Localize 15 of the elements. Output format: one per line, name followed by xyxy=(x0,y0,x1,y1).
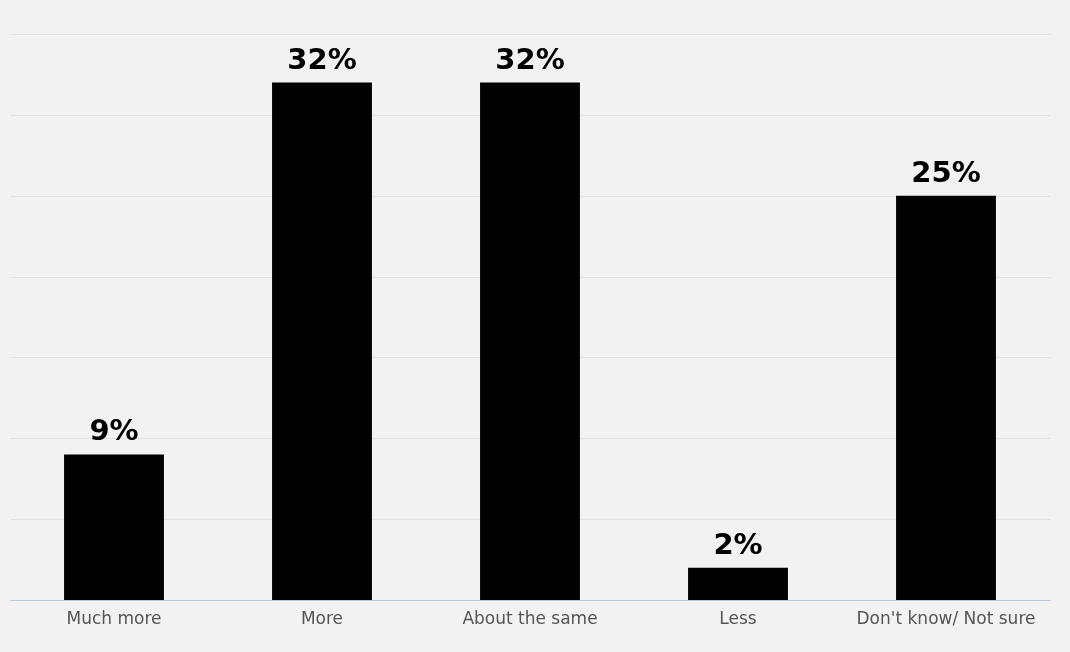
data-label: 32% xyxy=(495,41,565,76)
bar xyxy=(896,195,996,600)
data-label: 32% xyxy=(287,41,357,76)
x-tick-label: More xyxy=(300,607,344,628)
bar xyxy=(480,82,580,600)
bar xyxy=(64,454,164,600)
x-tick-label: About the same xyxy=(462,607,598,628)
data-label: 9% xyxy=(89,413,139,448)
bar xyxy=(688,567,788,600)
bar xyxy=(272,82,372,600)
x-tick-label: Much more xyxy=(66,607,162,628)
x-tick-label: Less xyxy=(719,607,757,628)
data-label: 25% xyxy=(911,154,981,189)
data-label: 2% xyxy=(713,526,763,561)
x-tick-label: Don't know/ Not sure xyxy=(856,607,1036,628)
